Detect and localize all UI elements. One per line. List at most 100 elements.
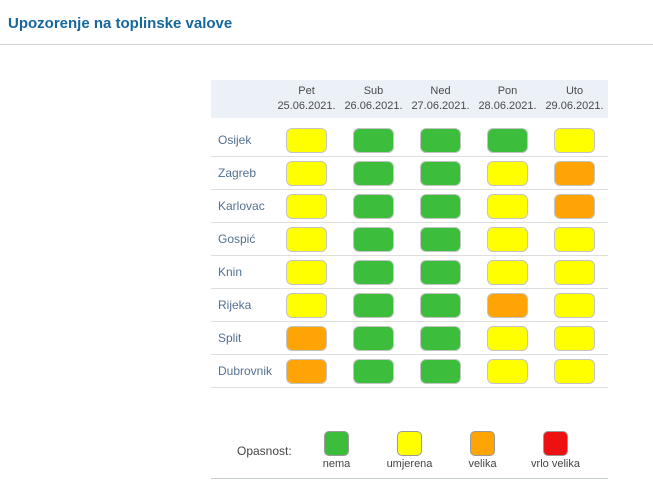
- warning-cell-wrap: [474, 160, 541, 186]
- city-label: Zagreb: [218, 166, 257, 180]
- warning-cell-wrap: [541, 292, 608, 318]
- city-label: Osijek: [218, 133, 252, 147]
- warning-cell-nema: [487, 127, 528, 153]
- warning-cell-wrap: [474, 358, 541, 384]
- city-label: Karlovac: [218, 199, 265, 213]
- legend-swatch-umjerena: [397, 431, 422, 456]
- city-label: Dubrovnik: [218, 364, 273, 378]
- warning-cell-wrap: [273, 193, 340, 219]
- warning-cell-nema: [420, 325, 461, 351]
- page-title: Upozorenje na toplinske valove: [8, 15, 233, 32]
- title-divider: [0, 44, 653, 45]
- warning-cell-velika: [286, 325, 327, 351]
- warning-cell-wrap: [541, 325, 608, 351]
- warning-cell-umjerena: [286, 226, 327, 252]
- warning-cell-wrap: [407, 127, 474, 153]
- legend-swatch-velika: [470, 431, 495, 456]
- warning-cell-wrap: [541, 226, 608, 252]
- warning-cell-umjerena: [487, 160, 528, 186]
- table-row-osijek: Osijek: [211, 124, 608, 157]
- warning-cell-wrap: [340, 259, 407, 285]
- warning-cell-wrap: [407, 259, 474, 285]
- table-row-zagreb: Zagreb: [211, 157, 608, 190]
- warning-cell-wrap: [340, 193, 407, 219]
- warning-cell-umjerena: [554, 127, 595, 153]
- column-date-label: 27.06.2021.: [411, 100, 470, 112]
- warning-cell-wrap: [273, 160, 340, 186]
- warning-cell-wrap: [340, 292, 407, 318]
- warning-cell-umjerena: [487, 259, 528, 285]
- warning-cell-wrap: [407, 325, 474, 351]
- warning-cell-wrap: [541, 193, 608, 219]
- warning-cell-nema: [353, 160, 394, 186]
- legend-item-vrlo-velika: vrlo velika: [519, 431, 592, 470]
- warning-cell-wrap: [407, 193, 474, 219]
- warning-cell-velika: [286, 358, 327, 384]
- column-date-label: 29.06.2021.: [545, 100, 604, 112]
- warning-cell-wrap: [474, 259, 541, 285]
- warning-cell-nema: [420, 193, 461, 219]
- warning-cell-nema: [353, 259, 394, 285]
- column-header-pon: Pon 28.06.2021.: [474, 84, 541, 114]
- warning-cell-umjerena: [487, 358, 528, 384]
- legend-items: nema umjerena velika vrlo velika: [300, 431, 592, 470]
- warning-cell-wrap: [340, 127, 407, 153]
- warning-cell-umjerena: [286, 160, 327, 186]
- warning-cell-wrap: [541, 127, 608, 153]
- warning-cell-wrap: [340, 226, 407, 252]
- column-day-label: Pon: [497, 85, 518, 97]
- column-header-sub: Sub 26.06.2021.: [340, 84, 407, 114]
- warning-cell-nema: [353, 325, 394, 351]
- table-row-split: Split: [211, 322, 608, 355]
- column-date-label: 26.06.2021.: [344, 100, 403, 112]
- legend-item-umjerena: umjerena: [373, 431, 446, 470]
- warning-cell-nema: [420, 160, 461, 186]
- table-row-karlovac: Karlovac: [211, 190, 608, 223]
- warning-cell-umjerena: [554, 226, 595, 252]
- column-day-label: Sub: [363, 85, 384, 97]
- warning-cell-wrap: [474, 193, 541, 219]
- warning-cell-nema: [420, 226, 461, 252]
- column-date-label: 28.06.2021.: [478, 100, 537, 112]
- warning-cell-wrap: [340, 160, 407, 186]
- warning-cell-umjerena: [554, 292, 595, 318]
- column-header-uto: Uto 29.06.2021.: [541, 84, 608, 114]
- warning-cell-umjerena: [487, 325, 528, 351]
- legend-swatch-vrlo-velika: [543, 431, 568, 456]
- warning-cell-wrap: [273, 292, 340, 318]
- heatwave-warning-table: Pet 25.06.2021. Sub 26.06.2021. Ned 27.06.202…: [211, 80, 608, 479]
- warning-cell-wrap: [474, 292, 541, 318]
- warning-cell-wrap: [541, 259, 608, 285]
- column-day-label: Ned: [430, 85, 451, 97]
- warning-cell-wrap: [474, 127, 541, 153]
- warning-cell-nema: [353, 292, 394, 318]
- city-label: Split: [218, 331, 242, 345]
- warning-cell-wrap: [474, 226, 541, 252]
- warning-cell-wrap: [474, 325, 541, 351]
- warning-cell-velika: [487, 292, 528, 318]
- warning-cell-nema: [420, 358, 461, 384]
- warning-cell-wrap: [340, 358, 407, 384]
- warning-cell-wrap: [273, 358, 340, 384]
- city-label: Rijeka: [218, 298, 252, 312]
- legend: Opasnost: nema umjerena velika vrlo velika: [211, 431, 608, 470]
- warning-cell-wrap: [273, 325, 340, 351]
- column-day-label: Pet: [298, 85, 315, 97]
- warning-cell-wrap: [407, 292, 474, 318]
- warning-cell-umjerena: [487, 193, 528, 219]
- warning-cell-nema: [420, 259, 461, 285]
- warning-cell-nema: [353, 358, 394, 384]
- legend-swatch-nema: [324, 431, 349, 456]
- warning-cell-velika: [554, 193, 595, 219]
- warning-cell-wrap: [273, 259, 340, 285]
- warning-cell-nema: [353, 193, 394, 219]
- column-header-pet: Pet 25.06.2021.: [273, 84, 340, 114]
- legend-item-label: velika: [468, 458, 497, 470]
- warning-cell-umjerena: [286, 127, 327, 153]
- warning-cell-wrap: [407, 226, 474, 252]
- warning-cell-wrap: [273, 127, 340, 153]
- warning-cell-wrap: [273, 226, 340, 252]
- warning-cell-umjerena: [286, 292, 327, 318]
- table-row-dubrovnik: Dubrovnik: [211, 355, 608, 388]
- warning-cell-umjerena: [554, 358, 595, 384]
